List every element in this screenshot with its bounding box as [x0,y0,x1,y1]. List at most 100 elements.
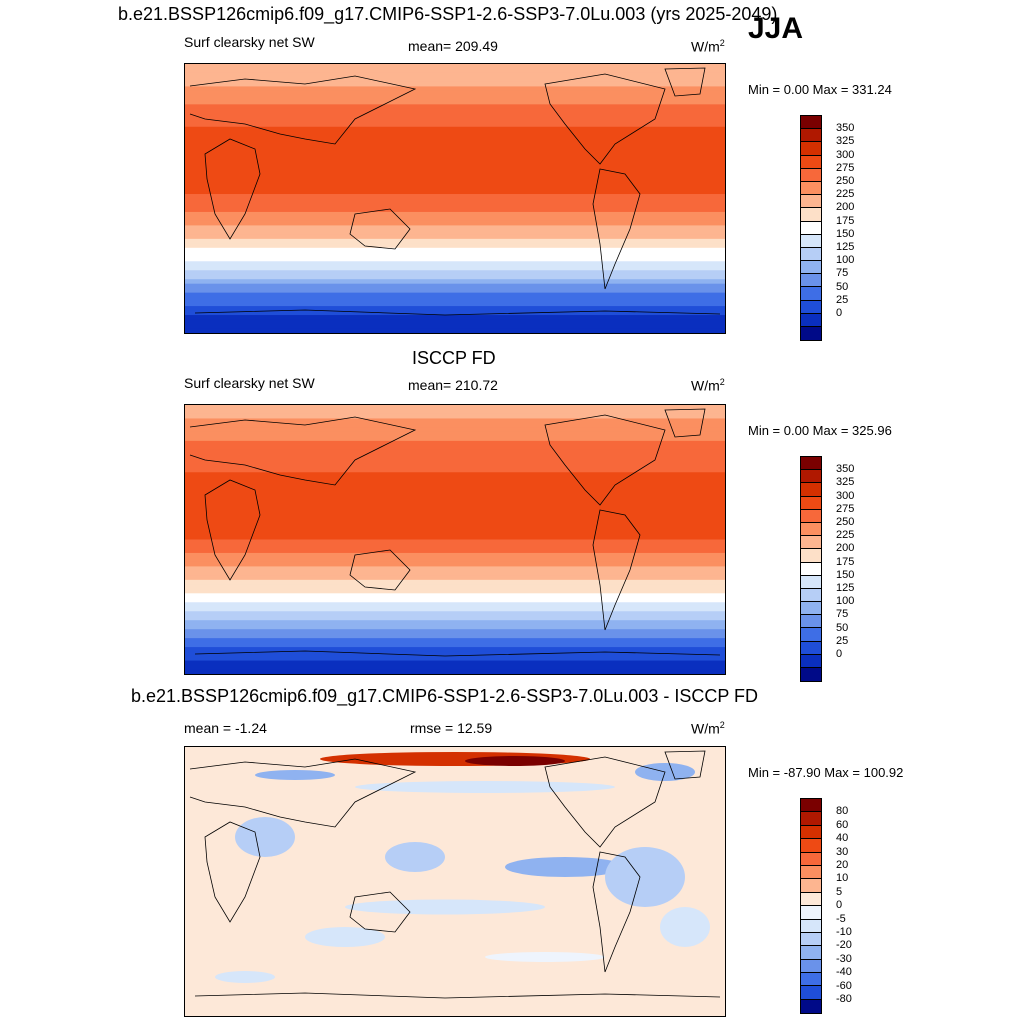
colorbar-box [801,812,821,826]
colorbar-box [801,129,821,143]
zonal-band [185,638,725,644]
anomaly-patch [255,770,335,780]
coastline [194,309,721,316]
zonal-band [185,463,725,469]
zonal-band [185,543,725,550]
colorbar-tick-label: 350 [836,122,855,135]
zonal-band [185,238,725,244]
coastline [349,549,411,591]
zonal-band [185,72,725,79]
zonal-band [185,162,725,168]
zonal-band [185,494,725,500]
colorbar-box [801,549,821,563]
colorbar-tick-label: 350 [836,463,855,476]
anomaly-patch [355,781,615,793]
panel3-units: W/m2 [691,720,725,737]
colorbar-box [801,522,821,537]
zonal-band [185,211,725,218]
colorbar-tick-label: 75 [836,608,849,621]
colorbar-tick-label: 325 [836,476,855,489]
colorbar-box [801,247,821,262]
zonal-band [185,153,725,159]
zonal-band [185,207,725,213]
zonal-band [185,633,725,639]
zonal-band [185,122,725,128]
colorbar-tick-label: 40 [836,832,849,845]
colorbar-tick-label: -20 [836,939,852,952]
zonal-band [185,95,725,101]
anomaly-patch [235,817,295,857]
colorbar-tick-label: 100 [836,254,855,267]
colorbar-tick-label: 75 [836,267,849,280]
colorbar-box [801,195,821,209]
zonal-band [185,180,725,186]
zonal-band [185,243,725,249]
season-label: JJA [748,12,804,45]
panel1-minmax: Min = 0.00 Max = 331.24 [748,82,892,97]
zonal-band [185,548,725,554]
colorbar-tick-label: 125 [836,241,855,253]
panel3-mean-label: mean = -1.24 [184,720,267,736]
coastline [189,75,417,145]
colorbar-tick-label: -10 [836,926,852,938]
colorbar-tick-label: 30 [836,845,849,858]
zonal-band [185,422,725,429]
panel2-map [184,404,726,675]
zonal-band [185,202,725,209]
colorbar-box [801,986,821,1000]
zonal-band [185,436,725,442]
colorbar-tick-label: 125 [836,582,855,594]
coastline [194,992,721,999]
colorbar-box [801,300,821,314]
coastline [592,851,641,973]
colorbar-box [801,892,821,907]
zonal-band [185,283,725,289]
colorbar-tick-label: 275 [836,161,855,174]
zonal-band [185,247,725,253]
colorbar-box [801,959,821,974]
coastline [194,650,721,657]
zonal-band [185,642,725,648]
zonal-band [185,274,725,280]
colorbar-box [801,839,821,853]
colorbar-box [801,668,821,682]
zonal-band [185,144,725,150]
colorbar-box [801,919,821,933]
zonal-band [185,508,725,514]
colorbar-tick-label: 275 [836,502,855,515]
anomaly-patch [305,927,385,947]
zonal-band [185,521,725,527]
zonal-band [185,584,725,590]
zonal-band [185,256,725,262]
colorbar-tick-label: -30 [836,952,852,965]
colorbar-tick-label: 50 [836,621,849,634]
panel3-title: b.e21.BSSP126cmip6.f09_g17.CMIP6-SSP1-2.… [131,686,759,706]
zonal-band [185,535,725,541]
zonal-band [185,261,725,267]
zonal-band [185,194,725,200]
colorbar-tick-label: 300 [836,489,855,502]
zonal-band [185,310,725,316]
colorbar-tick-label: 5 [836,885,843,898]
zonal-band [185,602,725,608]
colorbar-box [801,234,821,248]
zonal-band [185,234,725,240]
zonal-band [185,669,725,674]
zonal-band [185,270,725,276]
zonal-band [185,624,725,630]
colorbar-box [801,168,821,182]
colorbar-box [801,208,821,222]
zonal-band [185,149,725,155]
colorbar-tick-label: 300 [836,148,855,161]
coastline [592,509,641,631]
colorbar-box [801,287,821,301]
colorbar-tick-label: 175 [836,555,855,568]
zonal-band [185,64,725,70]
anomaly-patch [485,952,605,962]
zonal-band [185,539,725,545]
zonal-band [185,185,725,191]
zonal-band [185,440,725,446]
coastline [664,67,706,97]
zonal-band [185,158,725,164]
colorbar-tick-label: 100 [836,595,855,608]
